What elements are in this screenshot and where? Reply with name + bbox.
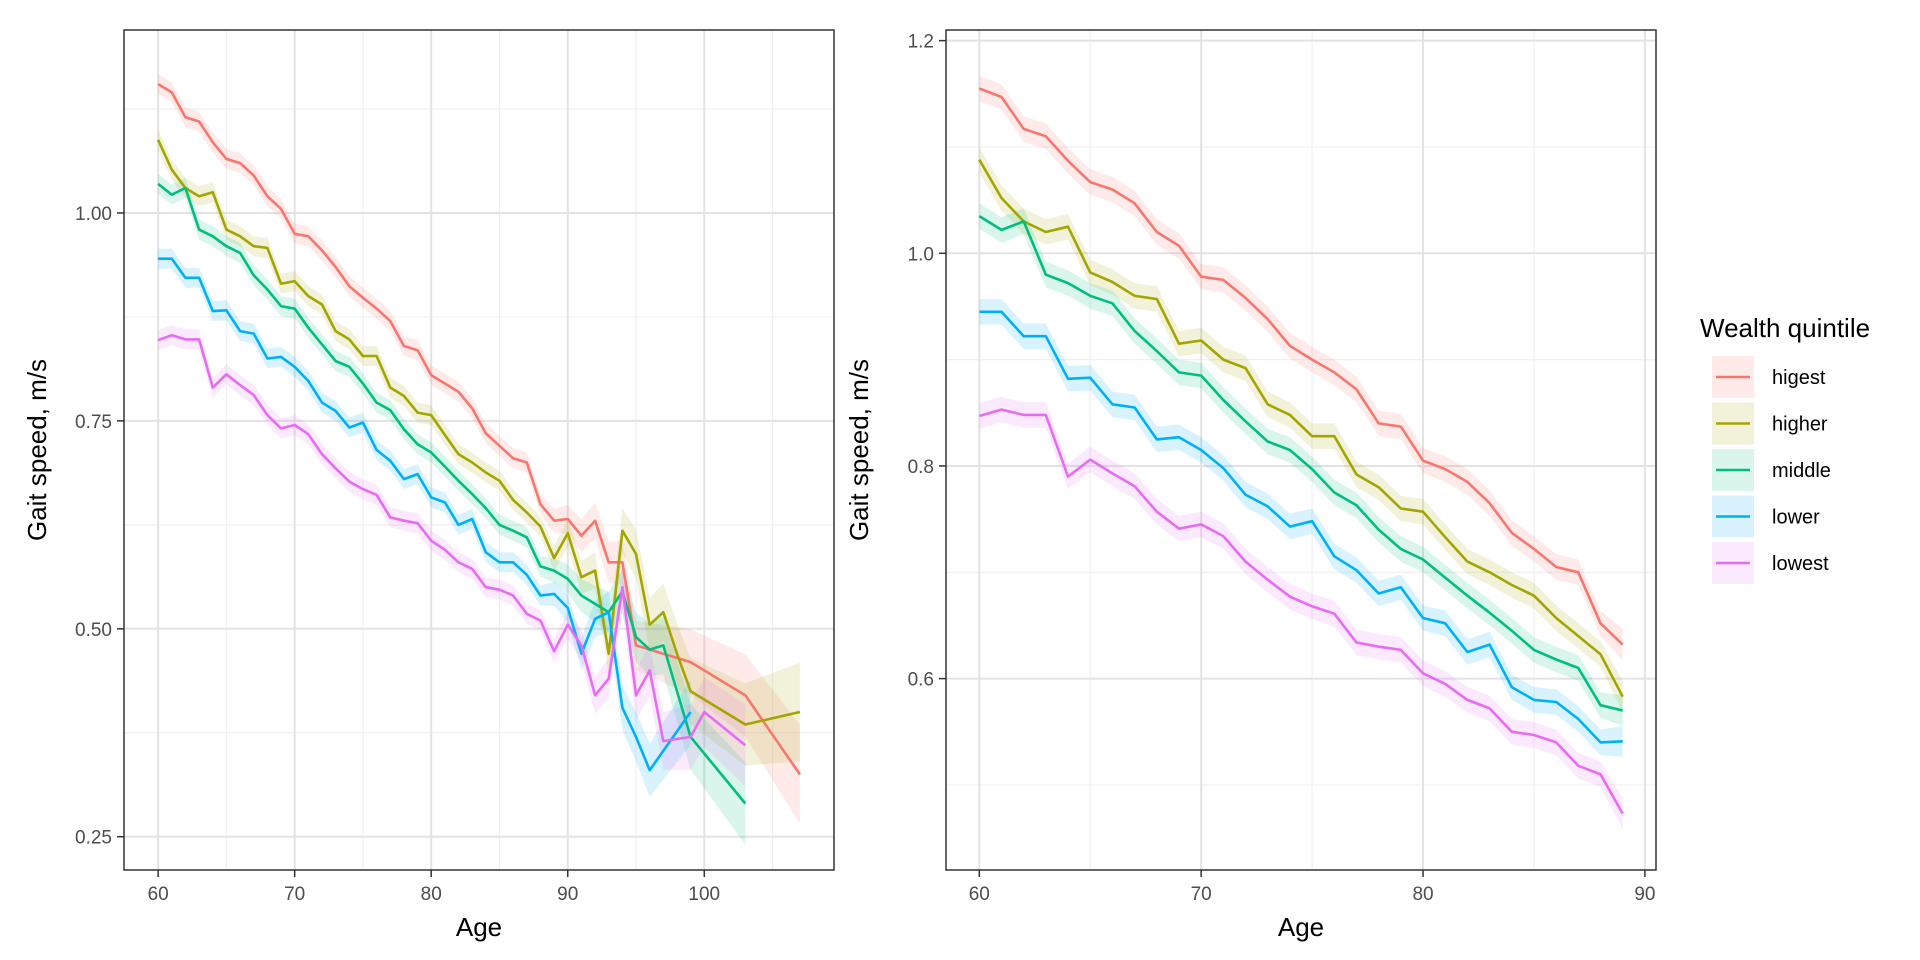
y-tick-label: 1.00 (75, 204, 112, 225)
x-tick-label: 70 (284, 884, 305, 905)
legend-title: Wealth quintile (1700, 313, 1870, 343)
line-lowest (157, 333, 747, 747)
panel-border (945, 29, 1657, 871)
x-axis: 60 70 80 90 Age (969, 870, 1655, 942)
y-axis-title: Gait speed, m/s (844, 359, 874, 541)
line-higher (978, 159, 1624, 698)
plot-area (124, 30, 834, 870)
legend-label: middle (1772, 460, 1831, 482)
line-middle (978, 214, 1624, 712)
line-higest (157, 82, 801, 776)
y-axis-title: Gait speed, m/s (22, 359, 52, 541)
x-axis: 60 70 80 90 100 Age (148, 870, 720, 942)
ribbon-higher (158, 129, 800, 766)
y-tick-label: 0.8 (908, 457, 934, 478)
legend-item-lowest: lowest (1712, 542, 1829, 584)
line-higher (156, 139, 801, 726)
x-tick-label: 70 (1191, 884, 1212, 905)
legend-items: higest higher middle lower lowest (1712, 356, 1831, 584)
legend-item-middle: middle (1712, 449, 1831, 491)
legend-label: lowest (1772, 553, 1829, 575)
major-grid (124, 30, 834, 870)
x-tick-label: 60 (969, 884, 990, 905)
ribbon-lowest (979, 396, 1623, 830)
x-tick-label: 90 (1634, 884, 1655, 905)
plot-area (946, 30, 1656, 870)
y-tick-label: 0.75 (75, 412, 112, 433)
ribbon-middle (979, 203, 1623, 726)
series-group (156, 74, 801, 845)
y-tick-label: 0.50 (75, 620, 112, 641)
y-tick-label: 0.6 (908, 670, 934, 691)
minor-grid (124, 30, 834, 870)
ribbon-higest (979, 75, 1623, 660)
ribbon-higest (158, 74, 800, 824)
y-tick-label: 1.2 (908, 32, 934, 53)
line-lowest (978, 408, 1624, 815)
minor-grid (946, 30, 1656, 870)
y-axis: 0.6 0.8 1.0 1.2 Gait speed, m/s (844, 32, 946, 691)
legend-item-lower: lower (1712, 495, 1820, 538)
legend-item-higher: higher (1712, 402, 1828, 445)
y-tick-label: 0.25 (75, 828, 112, 849)
legend-label: lower (1772, 507, 1820, 529)
x-tick-label: 80 (421, 884, 442, 905)
line-higest (978, 87, 1624, 646)
x-axis-title: Age (456, 912, 502, 942)
legend-label: higest (1772, 367, 1826, 389)
line-lower (979, 310, 1623, 744)
legend-label: higher (1772, 414, 1828, 436)
x-tick-label: 100 (688, 884, 720, 905)
x-axis-title: Age (1278, 912, 1324, 942)
panel-border (123, 29, 835, 871)
y-axis: 0.25 0.50 0.75 1.00 Gait speed, m/s (22, 204, 124, 849)
ribbon-higher (979, 147, 1623, 713)
line-lower (158, 257, 692, 772)
x-tick-label: 60 (148, 884, 169, 905)
ribbon-middle (158, 173, 746, 845)
x-tick-label: 90 (557, 884, 578, 905)
legend-item-higest: higest (1712, 356, 1826, 398)
legend: Wealth quintile higest higher middle lower l… (1700, 313, 1870, 584)
y-tick-label: 1.0 (908, 244, 934, 265)
left-panel: 60 70 80 90 100 Age 0.25 0.50 0.75 1.00 Gait speed… (22, 29, 835, 942)
x-tick-label: 80 (1412, 884, 1433, 905)
line-middle (157, 182, 747, 805)
series-group (978, 75, 1624, 830)
right-panel: 60 70 80 90 Age 0.6 0.8 1.0 1.2 Gait speed, m/s (844, 29, 1657, 942)
